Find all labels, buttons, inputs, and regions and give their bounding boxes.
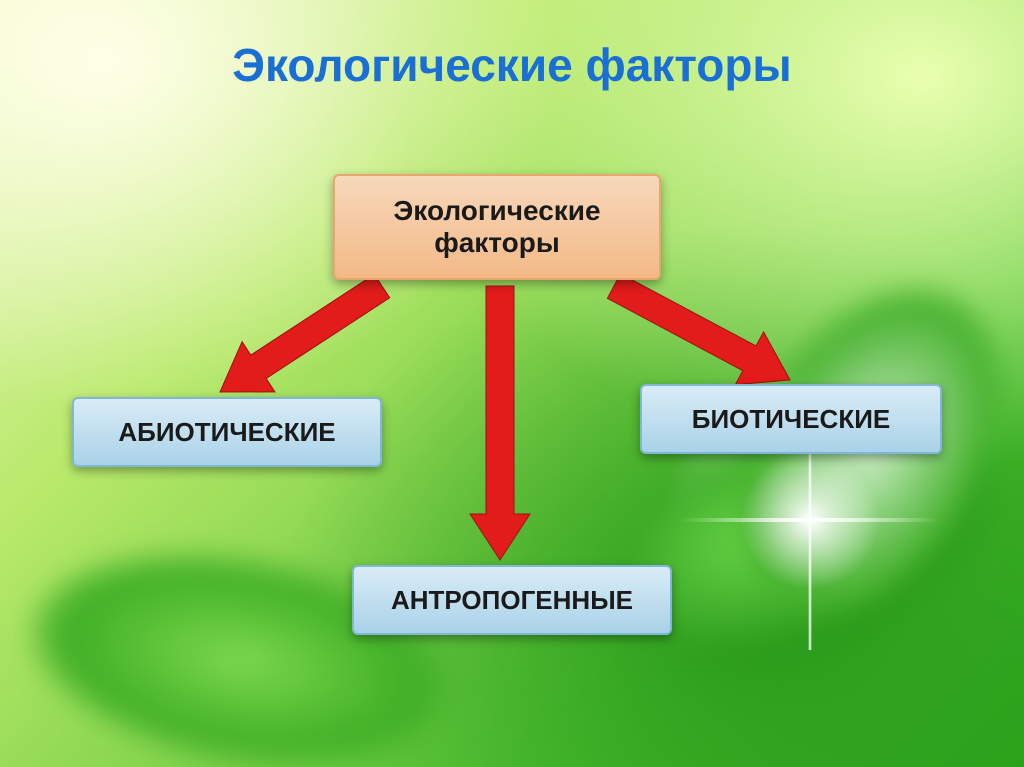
child-node-label: АБИОТИЧЕСКИЕ [118,417,335,448]
child-node-label: БИОТИЧЕСКИЕ [692,404,890,435]
lens-flare-icon [740,450,880,590]
root-node: Экологические факторы [333,174,661,280]
background-blob [16,525,464,767]
child-node-label: АНТРОПОГЕННЫЕ [391,585,633,616]
arrow-icon [220,274,390,392]
child-node-biotic: БИОТИЧЕСКИЕ [640,384,942,454]
slide-canvas: Экологические факторы Экологические факт… [0,0,1024,767]
root-node-line1: Экологические [393,195,600,227]
page-title: Экологические факторы [0,38,1024,92]
child-node-abiotic: АБИОТИЧЕСКИЕ [72,397,382,467]
child-node-anthropogenic: АНТРОПОГЕННЫЕ [352,565,672,635]
root-node-line2: факторы [393,227,600,259]
arrow-icon [607,274,790,385]
arrow-icon [470,286,530,560]
